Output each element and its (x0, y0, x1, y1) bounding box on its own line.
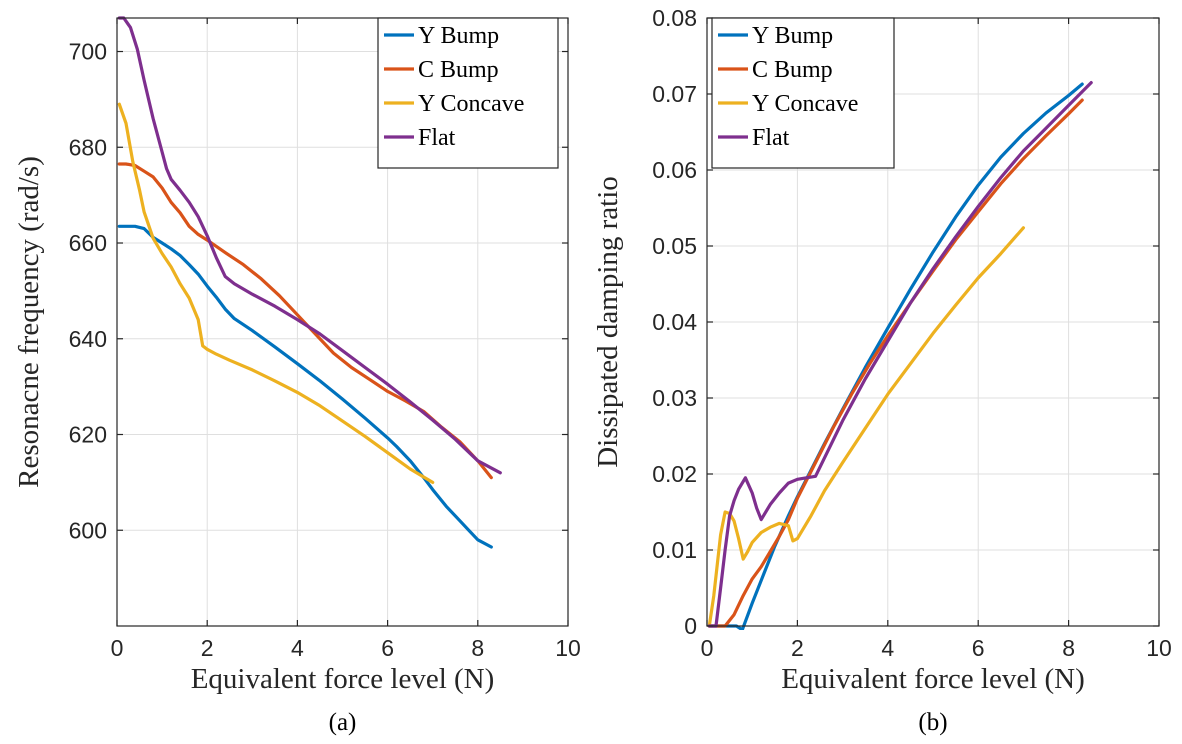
x-tick-label: 8 (471, 635, 484, 661)
legend: Y Bump C Bump Y Concave Flat (711, 17, 895, 169)
x-axis-label: Equivalent force level (N) (191, 663, 495, 695)
y-tick-label: 0.02 (652, 461, 697, 487)
series-line-y-concave (707, 226, 1026, 628)
y-tick-label: 0.05 (652, 233, 697, 259)
x-tick-label: 2 (791, 635, 804, 661)
x-tick-label: 10 (1146, 635, 1172, 661)
panel-label: (a) (329, 709, 357, 736)
series-line-flat (707, 80, 1093, 628)
y-tick-label: 700 (69, 39, 107, 65)
panel-label: (b) (918, 709, 947, 736)
x-tick-label: 6 (972, 635, 985, 661)
x-axis-label: Equivalent force level (N) (781, 663, 1085, 695)
legend-label-c-bump: C Bump (752, 57, 833, 83)
y-tick-label: 0.04 (652, 309, 697, 335)
x-tick-label: 10 (555, 635, 581, 661)
series-line-c-bump (707, 98, 1084, 628)
legend-box (711, 17, 895, 169)
x-tick-label: 8 (1062, 635, 1075, 661)
y-axis-label: Dissipated damping ratio (592, 176, 624, 468)
y-tick-label: 0 (684, 613, 697, 639)
chart-panel-a: 0 2 4 6 8 10 600 620 640 660 680 700 Equivalent forc… (13, 16, 581, 736)
y-tick-label: 0.07 (652, 81, 697, 107)
series-line-c-bump (117, 162, 493, 480)
y-tick-label: 0.03 (652, 385, 697, 411)
legend-box (377, 17, 559, 169)
chart-panel-b: 0 2 4 6 8 10 0 0.01 0.02 0.03 0.04 0.05 0.06 0.07 0.08… (592, 5, 1172, 736)
axes-box (116, 17, 569, 627)
series-group (117, 16, 502, 549)
x-tick-label: 0 (111, 635, 124, 661)
legend-label-flat: Flat (418, 125, 456, 151)
y-tick-label: 0.08 (652, 5, 697, 31)
x-tick-label: 6 (381, 635, 394, 661)
legend-label-y-bump: Y Bump (752, 23, 833, 49)
x-tick-label: 2 (201, 635, 214, 661)
x-tick-label: 4 (881, 635, 894, 661)
x-tick-label: 4 (291, 635, 304, 661)
y-tick-label: 680 (69, 134, 107, 160)
y-axis-label: Resonacne frequency (rad/s) (13, 156, 45, 488)
legend: Y Bump C Bump Y Concave Flat (377, 17, 559, 169)
legend-label-flat: Flat (752, 125, 790, 151)
y-tick-label: 600 (69, 517, 107, 543)
y-tick-label: 620 (69, 422, 107, 448)
legend-label-y-concave: Y Concave (418, 91, 524, 117)
legend-label-c-bump: C Bump (418, 57, 499, 83)
series-line-y-bump (117, 224, 493, 549)
series-line-flat (117, 16, 502, 475)
y-tick-label: 0.06 (652, 157, 697, 183)
y-tick-label: 660 (69, 230, 107, 256)
series-group (707, 80, 1093, 630)
x-tick-label: 0 (701, 635, 714, 661)
legend-label-y-bump: Y Bump (418, 23, 499, 49)
series-line-y-concave (117, 102, 435, 484)
y-tick-label: 640 (69, 326, 107, 352)
y-tick-label: 0.01 (652, 537, 697, 563)
legend-label-y-concave: Y Concave (752, 91, 858, 117)
